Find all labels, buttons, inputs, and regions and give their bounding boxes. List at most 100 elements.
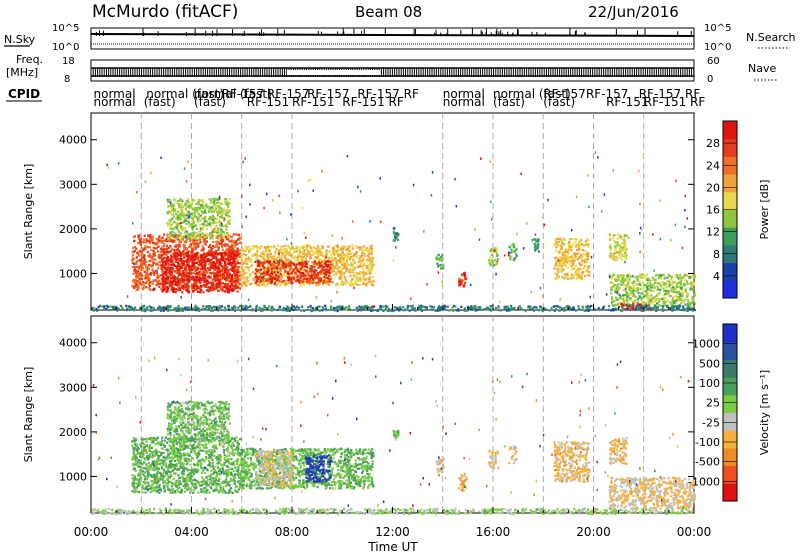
echo-cell <box>328 274 331 277</box>
echo-cell <box>137 272 140 275</box>
echo-cell <box>135 256 138 259</box>
echo-cell <box>199 281 202 284</box>
echo-cell <box>393 233 397 237</box>
echo-cell <box>588 274 591 277</box>
echo-cell <box>237 249 240 252</box>
echo-cell <box>328 271 331 274</box>
echo-cell <box>312 278 315 281</box>
echo-cell <box>558 251 561 254</box>
echo-cell <box>133 285 136 288</box>
echo-cell <box>213 207 216 210</box>
echo-cell <box>146 251 149 254</box>
echo-cell <box>564 260 567 263</box>
echo-cell <box>188 284 191 288</box>
echo-cell <box>147 286 150 289</box>
echo-cell <box>178 271 181 274</box>
echo-cell <box>313 246 316 249</box>
echo-cell <box>609 243 612 246</box>
echo-cell <box>678 285 681 288</box>
echo-cell <box>339 258 342 261</box>
echo-cell <box>318 277 321 280</box>
echo-cell <box>235 243 238 246</box>
echo-cell <box>248 249 251 253</box>
echo-cell <box>199 229 202 232</box>
echo-cell <box>191 268 194 271</box>
echo-cell <box>291 270 294 273</box>
echo-cell <box>197 274 200 277</box>
echo-cell <box>304 274 307 277</box>
echo-cell <box>657 304 660 307</box>
echo-cell <box>632 284 635 287</box>
echo-cell <box>588 271 591 274</box>
echo-cell <box>321 246 324 250</box>
echo-cell <box>209 251 212 254</box>
echo-cell <box>164 256 167 259</box>
echo-cell <box>170 277 173 280</box>
echo-cell <box>212 278 215 281</box>
echo-cell <box>145 238 148 241</box>
echo-cell <box>242 269 245 272</box>
echo-cell <box>195 227 198 231</box>
echo-cell <box>141 248 144 251</box>
echo-cell <box>265 260 268 263</box>
echo-cell <box>247 268 250 271</box>
echo-cell <box>177 280 180 283</box>
echo-cell <box>134 278 137 281</box>
echo-cell <box>221 258 224 261</box>
echo-cell <box>564 264 567 267</box>
echo-cell <box>171 290 175 293</box>
echo-cell <box>191 287 194 290</box>
echo-cell <box>349 256 352 259</box>
echo-cell <box>440 267 443 270</box>
echo-cell <box>189 243 192 246</box>
echo-cell <box>611 237 615 240</box>
echo-cell <box>578 240 582 244</box>
echo-cell <box>675 276 678 279</box>
echo-cell <box>205 271 208 274</box>
echo-cell <box>339 260 342 263</box>
echo-cell <box>166 290 169 293</box>
echo-cell <box>147 235 150 238</box>
echo-cell <box>210 258 213 261</box>
echo-cell <box>191 208 195 211</box>
cpid-label-item: normal <box>94 95 136 109</box>
echo-cell <box>297 255 300 258</box>
echo-cell <box>161 279 165 282</box>
echo-cell <box>230 245 233 248</box>
echo-cell <box>509 258 512 261</box>
echo-cell <box>282 272 285 275</box>
echo-cell <box>251 255 254 258</box>
echo-cell <box>175 236 179 239</box>
echo-cell <box>664 293 667 296</box>
echo-cell <box>137 286 140 289</box>
echo-cell <box>192 258 195 261</box>
echo-cell <box>223 290 226 293</box>
echo-cell <box>344 276 347 279</box>
echo-cell <box>621 246 624 249</box>
echo-cell <box>215 236 218 239</box>
echo-cell <box>585 243 588 246</box>
echo-cell <box>368 261 372 264</box>
echo-cell <box>567 248 570 251</box>
echo-cell <box>161 245 164 248</box>
cpid-label-item: (fast) <box>493 95 525 109</box>
echo-cell <box>226 287 229 290</box>
echo-cell <box>260 273 263 276</box>
echo-cell <box>195 234 198 237</box>
echo-cell <box>396 238 400 241</box>
echo-cell <box>159 238 162 241</box>
echo-cell <box>153 287 157 290</box>
echo-cell <box>153 252 156 255</box>
echo-cell <box>365 266 368 269</box>
echo-cell <box>332 258 335 261</box>
echo-cell <box>225 276 228 279</box>
echo-cell <box>231 275 234 278</box>
echo-cell <box>572 243 575 246</box>
echo-cell <box>234 284 237 287</box>
echo-cell <box>158 253 161 256</box>
echo-cell <box>272 264 275 267</box>
echo-cell <box>202 284 205 287</box>
echo-cell <box>283 252 286 255</box>
nsky-tick-bottom: 10^0 <box>52 42 79 53</box>
echo-cell <box>292 250 296 253</box>
